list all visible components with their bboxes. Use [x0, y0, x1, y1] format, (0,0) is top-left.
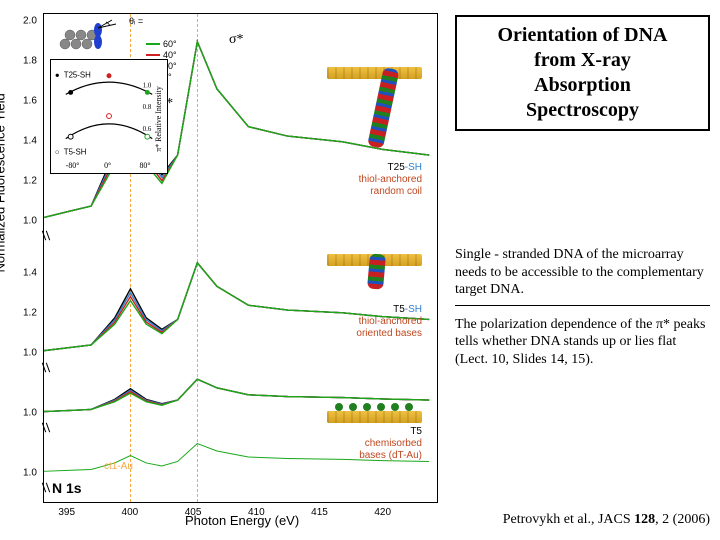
- title-line-3: Absorption: [534, 74, 631, 96]
- axis-break-icon: [39, 367, 51, 375]
- y-tick: 1.6: [23, 96, 37, 107]
- svg-text:T25-SH: T25-SH: [64, 71, 91, 80]
- y-tick: 1.8: [23, 56, 37, 67]
- svg-text:-80°: -80°: [66, 161, 80, 170]
- svg-text:0.6: 0.6: [143, 126, 152, 133]
- x-tick: 405: [185, 507, 202, 518]
- axis-break-icon: [39, 235, 51, 243]
- theta-item: 60°: [129, 39, 177, 50]
- y-tick: 2.0: [23, 16, 37, 27]
- svg-text:T5-SH: T5-SH: [64, 147, 87, 156]
- sigma-star-label: σ*: [229, 32, 244, 48]
- citation: Petrovykh et al., JACS 128, 2 (2006): [503, 512, 710, 528]
- spectrum-annotation: T25-SHthiol-anchoredrandom coil: [327, 162, 422, 198]
- inset-plot: ● T25-SH ○ T5-SH π* Relative Intensity 1…: [50, 59, 168, 174]
- title-line-2: from X-ray: [534, 49, 631, 71]
- axis-break-icon: [39, 427, 51, 435]
- axis-break-icon: [39, 487, 51, 495]
- svg-text:●: ●: [55, 71, 60, 80]
- y-tick: 1.2: [23, 308, 37, 319]
- paragraph-2: The polarization dependence of the π* pe…: [455, 316, 710, 369]
- spectrum-annotation: T5-SHthiol-anchoredoriented bases: [327, 304, 422, 340]
- svg-text:○: ○: [55, 147, 60, 156]
- svg-text:0°: 0°: [104, 161, 111, 170]
- x-axis-label: Photon Energy (eV): [185, 513, 299, 528]
- svg-text:π* Relative Intensity: π* Relative Intensity: [154, 86, 163, 152]
- y-tick: 1.0: [23, 408, 37, 419]
- dna-illustration-icon: [327, 254, 422, 301]
- title-line-4: Spectroscopy: [526, 99, 639, 121]
- title-line-1: Orientation of DNA: [498, 24, 668, 46]
- dna-illustration-icon: [327, 67, 422, 159]
- theta-legend-title: θᵢ =: [129, 16, 143, 26]
- text-panel: Orientation of DNA from X-ray Absorption…: [455, 15, 710, 378]
- y-tick: 1.4: [23, 268, 37, 279]
- y-tick: 1.0: [23, 348, 37, 359]
- svg-text:80°: 80°: [139, 161, 150, 170]
- y-tick: 1.4: [23, 136, 37, 147]
- x-tick: 415: [311, 507, 328, 518]
- x-tick: 400: [122, 507, 139, 518]
- dna-illustration-icon: [327, 411, 422, 423]
- spectrum-annotation: T5chemisorbedbases (dT-Au): [327, 426, 422, 462]
- x-tick: 410: [248, 507, 265, 518]
- x-tick: 420: [374, 507, 391, 518]
- svg-text:1.0: 1.0: [143, 83, 152, 90]
- y-tick: 1.0: [23, 468, 37, 479]
- title-box: Orientation of DNA from X-ray Absorption…: [455, 15, 710, 131]
- plot-region: π* σ* θᵢ = 60°40°20°0°: [43, 13, 438, 503]
- body-text: Single - stranded DNA of the microarray …: [455, 246, 710, 368]
- y-tick: 1.2: [23, 176, 37, 187]
- paragraph-1: Single - stranded DNA of the microarray …: [455, 246, 710, 306]
- svg-text:0.8: 0.8: [143, 104, 152, 111]
- x-tick: 395: [58, 507, 75, 518]
- y-tick: 1.0: [23, 216, 37, 227]
- ct1-au-label: ct1-Au: [104, 461, 133, 472]
- y-axis-label: Normalized Fluorescence Yield: [0, 93, 8, 272]
- corner-label-n1s: N 1s: [52, 480, 82, 496]
- spectrum-chart: Normalized Fluorescence Yield Photon Ene…: [5, 5, 445, 530]
